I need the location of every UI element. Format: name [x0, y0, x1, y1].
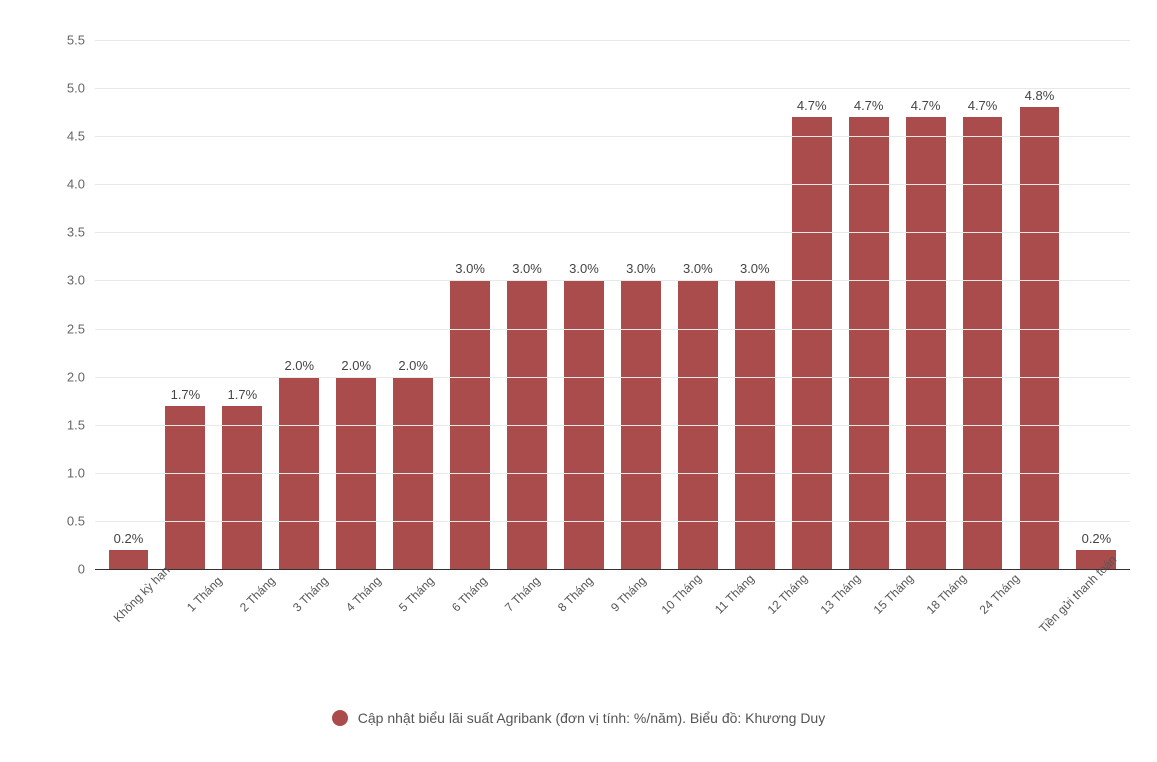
- bar-value-label: 3.0%: [740, 261, 770, 276]
- bar-value-label: 4.7%: [797, 98, 827, 113]
- gridline: [95, 40, 1130, 41]
- bar: 1.7%: [165, 406, 205, 570]
- bar-slot: 3.0%: [499, 40, 556, 569]
- x-tick-label: 9 Tháng: [605, 570, 652, 617]
- y-tick-label: 5.0: [55, 81, 85, 96]
- bar-value-label: 3.0%: [626, 261, 656, 276]
- bar-value-label: 4.7%: [911, 98, 941, 113]
- x-tick-label: 13 Tháng: [817, 570, 864, 617]
- bar-value-label: 3.0%: [683, 261, 713, 276]
- bar-slot: 3.0%: [669, 40, 726, 569]
- y-tick-label: 1.0: [55, 465, 85, 480]
- x-axis-labels: Không kỳ hạn1 Tháng2 Tháng3 Tháng4 Tháng…: [95, 575, 1130, 589]
- bar: 4.8%: [1020, 107, 1060, 569]
- y-tick-label: 4.0: [55, 177, 85, 192]
- gridline: [95, 473, 1130, 474]
- x-tick-label: 12 Tháng: [764, 570, 811, 617]
- bars-group: 0.2% 1.7% 1.7% 2.0% 2.0% 2.0% 3.0% 3.0% 3.0% 3.0%…: [95, 40, 1130, 569]
- gridline: [95, 377, 1130, 378]
- bar: 1.7%: [222, 406, 262, 570]
- y-tick-label: 4.5: [55, 129, 85, 144]
- y-tick-label: 2.5: [55, 321, 85, 336]
- y-tick-label: 2.0: [55, 369, 85, 384]
- plot-area: 0.2% 1.7% 1.7% 2.0% 2.0% 2.0% 3.0% 3.0% 3.0% 3.0%…: [95, 40, 1130, 570]
- y-tick-label: 0: [55, 562, 85, 577]
- bar-slot: 0.2%: [100, 40, 157, 569]
- x-tick-label: 2 Tháng: [234, 570, 281, 617]
- bar-value-label: 0.2%: [1082, 531, 1112, 546]
- bar-slot: 1.7%: [214, 40, 271, 569]
- x-tick-label: 10 Tháng: [658, 570, 705, 617]
- y-tick-label: 3.0: [55, 273, 85, 288]
- bar-value-label: 2.0%: [341, 358, 371, 373]
- bar-slot: 0.2%: [1068, 40, 1125, 569]
- y-tick-label: 3.5: [55, 225, 85, 240]
- gridline: [95, 425, 1130, 426]
- bar-value-label: 4.7%: [854, 98, 884, 113]
- bar-value-label: 2.0%: [398, 358, 428, 373]
- bar-value-label: 1.7%: [171, 387, 201, 402]
- bar-slot: 2.0%: [271, 40, 328, 569]
- bar-value-label: 4.8%: [1025, 88, 1055, 103]
- bar-slot: 4.7%: [954, 40, 1011, 569]
- bar-slot: 3.0%: [556, 40, 613, 569]
- x-tick-label: 11 Tháng: [711, 570, 758, 617]
- gridline: [95, 521, 1130, 522]
- chart-legend: Cập nhật biểu lãi suất Agribank (đơn vị …: [20, 710, 1137, 726]
- gridline: [95, 184, 1130, 185]
- x-tick-label: 18 Tháng: [923, 570, 970, 617]
- y-tick-label: 5.5: [55, 33, 85, 48]
- bar: 0.2%: [109, 550, 149, 569]
- bar-value-label: 1.7%: [228, 387, 258, 402]
- bar-slot: 4.8%: [1011, 40, 1068, 569]
- x-tick-label: 4 Tháng: [340, 570, 387, 617]
- y-tick-label: 0.5: [55, 513, 85, 528]
- x-tick-label: 7 Tháng: [499, 570, 546, 617]
- bar-slot: 2.0%: [328, 40, 385, 569]
- gridline: [95, 232, 1130, 233]
- gridline: [95, 280, 1130, 281]
- x-tick-label: 1 Tháng: [181, 570, 228, 617]
- x-tick-label: Không kỳ hạn: [111, 563, 173, 625]
- x-tick-label: 6 Tháng: [446, 570, 493, 617]
- x-tick-label: 8 Tháng: [552, 570, 599, 617]
- bar-slot: 4.7%: [840, 40, 897, 569]
- x-tick-label: 3 Tháng: [287, 570, 334, 617]
- legend-text: Cập nhật biểu lãi suất Agribank (đơn vị …: [358, 710, 825, 726]
- x-tick-label: 24 Tháng: [976, 570, 1023, 617]
- bar-value-label: 3.0%: [569, 261, 599, 276]
- bar-slot: 3.0%: [726, 40, 783, 569]
- gridline: [95, 136, 1130, 137]
- bar-value-label: 0.2%: [114, 531, 144, 546]
- bar-slot: 3.0%: [442, 40, 499, 569]
- gridline: [95, 329, 1130, 330]
- bar-slot: 2.0%: [385, 40, 442, 569]
- bar-slot: 4.7%: [897, 40, 954, 569]
- bar-slot: 3.0%: [612, 40, 669, 569]
- bar-slot: 1.7%: [157, 40, 214, 569]
- interest-rate-bar-chart: 0.2% 1.7% 1.7% 2.0% 2.0% 2.0% 3.0% 3.0% 3.0% 3.0%…: [20, 20, 1137, 742]
- x-tick-label: 5 Tháng: [393, 570, 440, 617]
- gridline: [95, 88, 1130, 89]
- y-tick-label: 1.5: [55, 417, 85, 432]
- x-tick-label: 15 Tháng: [870, 570, 917, 617]
- bar-value-label: 3.0%: [512, 261, 542, 276]
- bar-value-label: 2.0%: [284, 358, 314, 373]
- bar-slot: 4.7%: [783, 40, 840, 569]
- legend-swatch-icon: [332, 710, 348, 726]
- bar-value-label: 3.0%: [455, 261, 485, 276]
- bar-value-label: 4.7%: [968, 98, 998, 113]
